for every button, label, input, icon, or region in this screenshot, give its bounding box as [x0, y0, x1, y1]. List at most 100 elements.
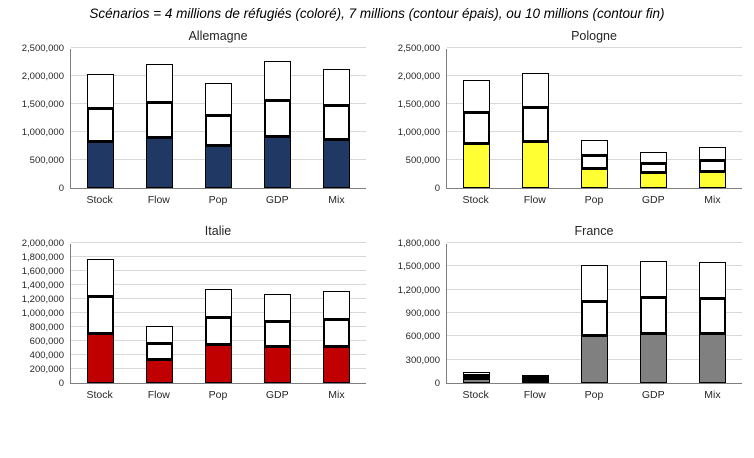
gridline	[447, 103, 742, 104]
segment-7m-thick-outline	[522, 377, 549, 381]
segment-4m-colored	[323, 140, 350, 188]
y-tick-label: 1,000,000	[21, 127, 64, 138]
segment-7m-thick-outline	[640, 162, 667, 174]
segment-7m-thick-outline	[146, 343, 173, 360]
bar-slot-pop	[189, 49, 248, 188]
bar-gdp	[640, 260, 667, 383]
x-tick-label-gdp: GDP	[641, 389, 665, 401]
gridline	[71, 256, 366, 257]
bar-mix	[323, 68, 350, 188]
segment-4m-colored	[146, 138, 173, 188]
bar-stock	[463, 372, 490, 383]
bar-pop	[581, 264, 608, 383]
gridline	[71, 75, 366, 76]
y-tick-label: 1,500,000	[21, 99, 64, 110]
segment-7m-thick-outline	[323, 318, 350, 347]
chart-france: France 0 300,000 600,000 900,000 1,200,000 1,5…	[388, 224, 742, 401]
bar-slot-pop	[565, 49, 624, 188]
segment-10m-thin-outline	[146, 63, 173, 102]
chart-body: 0 500,000 1,000,000 1,500,000 2,000,000 2,500…	[388, 44, 742, 206]
page-title: Scénarios = 4 millions de réfugiés (colo…	[89, 6, 665, 21]
segment-7m-thick-outline	[146, 101, 173, 139]
segment-4m-colored	[205, 345, 232, 383]
bar-pop	[581, 140, 608, 188]
segment-7m-thick-outline	[205, 316, 232, 346]
gridline	[447, 242, 742, 243]
bar-slot-flow	[130, 49, 189, 188]
bar-slot-gdp	[624, 244, 683, 383]
gridline	[71, 242, 366, 243]
segment-7m-thick-outline	[522, 107, 549, 142]
plot-column: Stock Flow Pop GDP Mix	[446, 242, 742, 401]
bar-flow	[146, 63, 173, 188]
bar-slot-pop	[565, 244, 624, 383]
segment-4m-colored	[581, 335, 608, 383]
bar-stock	[463, 79, 490, 188]
segment-10m-thin-outline	[205, 83, 232, 115]
segment-7m-thick-outline	[87, 296, 114, 334]
y-tick-label: 2,000,000	[21, 71, 64, 82]
y-tick-label: 600,000	[405, 331, 440, 343]
chart-allemagne: Allemagne 0 500,000 1,000,000 1,500,000 2,000…	[12, 29, 366, 206]
bar-slot-stock	[447, 49, 506, 188]
segment-4m-colored	[264, 137, 291, 188]
x-tick-label-mix: Mix	[704, 194, 721, 206]
segment-4m-colored	[146, 359, 173, 383]
y-tick-label: 2,500,000	[397, 43, 440, 54]
y-tick-label: 1,200,000	[397, 284, 440, 296]
bar-slot-flow	[506, 49, 565, 188]
y-tick-label: 1,000,000	[397, 127, 440, 138]
charts-grid: Allemagne 0 500,000 1,000,000 1,500,000 2,000…	[8, 29, 746, 401]
x-tick-label-pop: Pop	[208, 194, 228, 206]
plot-area	[70, 242, 366, 384]
segment-4m-colored	[522, 381, 549, 383]
y-tick-label: 0	[58, 378, 64, 389]
plot-area	[446, 242, 742, 384]
bar-slot-gdp	[248, 49, 307, 188]
y-tick-label: 1,000,000	[21, 308, 64, 319]
x-tick-label-mix: Mix	[704, 389, 721, 401]
x-tick-label-flow: Flow	[147, 389, 170, 401]
segment-7m-thick-outline	[323, 105, 350, 141]
y-tick-label: 400,000	[29, 350, 64, 361]
y-tick-label: 1,400,000	[21, 280, 64, 291]
segment-4m-colored	[264, 347, 291, 383]
bar-slot-pop	[189, 244, 248, 383]
bar-stock	[87, 74, 114, 188]
gridline	[71, 284, 366, 285]
segment-4m-colored	[640, 334, 667, 383]
x-axis-labels: Stock Flow Pop GDP Mix	[446, 189, 742, 206]
x-axis-labels: Stock Flow Pop GDP Mix	[70, 384, 366, 401]
bar-slot-mix	[683, 244, 742, 383]
x-axis-labels: Stock Flow Pop GDP Mix	[70, 189, 366, 206]
plot-column: Stock Flow Pop GDP Mix	[446, 47, 742, 206]
bar-slot-flow	[130, 244, 189, 383]
y-tick-label: 500,000	[405, 155, 440, 166]
x-tick-label-flow: Flow	[147, 194, 170, 206]
y-tick-label: 1,800,000	[21, 252, 64, 263]
segment-10m-thin-outline	[87, 259, 114, 297]
segment-7m-thick-outline	[699, 160, 726, 172]
x-tick-label-pop: Pop	[208, 389, 228, 401]
bar-slot-mix	[307, 244, 366, 383]
y-tick-label: 800,000	[29, 322, 64, 333]
chart-body: 0 200,000 400,000 600,000 800,000 1,000,000 1,…	[12, 239, 366, 401]
bar-slot-stock	[447, 244, 506, 383]
gridline	[447, 47, 742, 48]
bar-mix	[699, 262, 726, 383]
x-tick-label-flow: Flow	[523, 389, 546, 401]
bar-flow	[522, 72, 549, 188]
y-tick-label: 500,000	[29, 155, 64, 166]
x-tick-label-stock: Stock	[86, 389, 113, 401]
plot-column: Stock Flow Pop GDP Mix	[70, 47, 366, 206]
y-tick-label: 1,500,000	[397, 261, 440, 273]
chart-pologne: Pologne 0 500,000 1,000,000 1,500,000 2,000,0…	[388, 29, 742, 206]
y-tick-label: 1,200,000	[21, 294, 64, 305]
x-tick-label-gdp: GDP	[265, 389, 289, 401]
segment-10m-thin-outline	[581, 264, 608, 301]
y-axis-labels: 0 500,000 1,000,000 1,500,000 2,000,000 2,500…	[12, 44, 70, 194]
x-tick-label-gdp: GDP	[265, 194, 289, 206]
segment-10m-thin-outline	[264, 61, 291, 101]
segment-4m-colored	[463, 144, 490, 188]
x-tick-label-stock: Stock	[462, 389, 489, 401]
